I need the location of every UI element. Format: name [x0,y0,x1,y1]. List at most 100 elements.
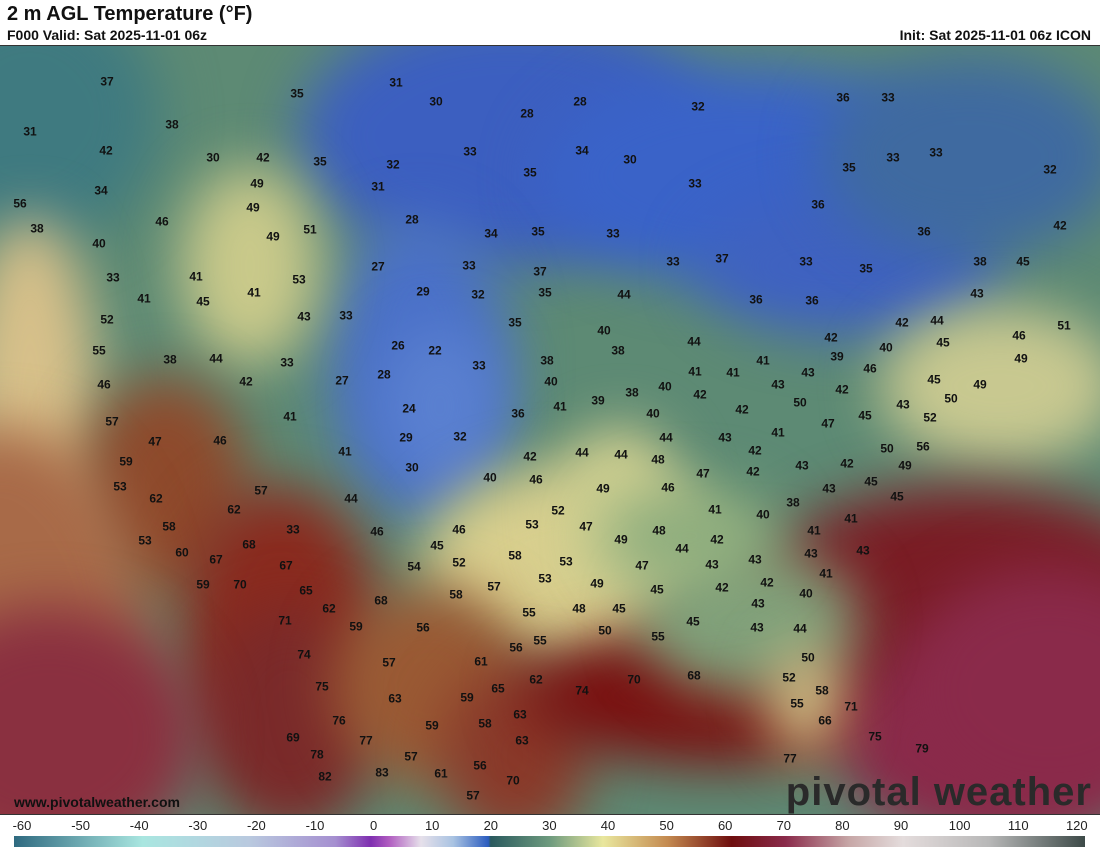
temperature-value: 32 [453,429,467,444]
temperature-value: 41 [726,365,740,380]
temperature-value: 48 [652,523,666,538]
temperature-value: 35 [523,165,537,180]
temperature-value: 41 [283,409,297,424]
temperature-value: 42 [895,315,909,330]
temperature-value: 31 [23,124,37,139]
temperature-value: 38 [540,353,554,368]
temperature-value: 75 [868,729,882,744]
colorbar-tick-label: 0 [369,818,378,833]
temperature-value: 37 [100,74,114,89]
temperature-value: 42 [760,575,774,590]
temperature-value: 40 [483,470,497,485]
temperature-map[interactable]: 37 35 31 30 28 32 36 33 31 38 28 42 30 42 35 33 34 30 33 33… [0,45,1100,815]
colorbar-tick-label: 70 [776,818,792,833]
temperature-value: 51 [1057,318,1071,333]
temperature-value: 55 [651,629,665,644]
colorbar-tick-label: -60 [12,818,32,833]
temperature-value: 45 [927,372,941,387]
temperature-value: 43 [771,377,785,392]
temperature-value: 63 [388,691,402,706]
temperature-value: 33 [462,258,476,273]
temperature-value: 59 [119,454,133,469]
temperature-value: 28 [520,106,534,121]
temperature-value: 55 [92,343,106,358]
temperature-value: 38 [625,385,639,400]
temperature-value: 59 [460,690,474,705]
temperature-value: 43 [795,458,809,473]
temperature-value: 55 [533,633,547,648]
temperature-value: 71 [844,699,858,714]
temperature-value: 48 [651,452,665,467]
temperature-value: 24 [402,401,416,416]
temperature-value: 33 [688,176,702,191]
temperature-value: 27 [371,259,385,274]
temperature-value: 49 [596,481,610,496]
temperature-value: 45 [1016,254,1030,269]
colorbar-tick-label: 80 [835,818,850,833]
temperature-value: 33 [886,150,900,165]
temperature-value: 27 [335,373,349,388]
temperature-value: 42 [99,143,113,158]
temperature-value: 55 [790,696,804,711]
temperature-value: 44 [930,313,944,328]
temperature-value: 35 [538,285,552,300]
temperature-value: 68 [687,668,701,683]
temperature-value: 45 [196,294,210,309]
temperature-value: 44 [575,445,589,460]
temperature-value: 55 [522,605,536,620]
temperature-region [880,306,1100,466]
temperature-value: 52 [551,503,565,518]
temperature-value: 58 [449,587,463,602]
temperature-value: 57 [254,483,268,498]
temperature-value: 43 [705,557,719,572]
temperature-value: 65 [299,583,313,598]
colorbar-tick-label: 20 [483,818,499,833]
temperature-value: 40 [646,406,660,421]
temperature-value: 67 [209,552,223,567]
temperature-value: 56 [916,439,930,454]
temperature-value: 57 [466,788,480,803]
temperature-value: 40 [879,340,893,355]
temperature-value: 67 [279,558,293,573]
temperature-value: 65 [491,681,505,696]
temperature-value: 38 [786,495,800,510]
temperature-value: 45 [650,582,664,597]
temperature-value: 34 [575,143,589,158]
temperature-value: 47 [148,434,162,449]
colorbar-tick-label: 30 [542,818,557,833]
temperature-value: 51 [303,222,317,237]
temperature-value: 42 [256,150,270,165]
temperature-value: 47 [635,558,649,573]
temperature-value: 46 [863,361,877,376]
temperature-value: 43 [822,481,836,496]
temperature-value: 45 [612,601,626,616]
temperature-value: 50 [793,395,807,410]
temperature-value: 74 [297,647,311,662]
temperature-value: 49 [590,576,604,591]
temperature-value: 33 [606,226,620,241]
temperature-value: 28 [405,212,419,227]
temperature-value: 42 [1053,218,1067,233]
temperature-value: 44 [614,447,628,462]
temperature-value: 49 [1014,351,1028,366]
temperature-value: 59 [196,577,210,592]
colorbar-tick-label: 50 [659,818,674,833]
temperature-value: 22 [428,343,442,358]
temperature-value: 46 [529,472,543,487]
temperature-value: 70 [506,773,520,788]
temperature-value: 49 [898,458,912,473]
temperature-value: 61 [434,766,448,781]
temperature-value: 52 [100,312,114,327]
temperature-value: 42 [735,402,749,417]
temperature-value: 41 [771,425,785,440]
temperature-value: 41 [756,353,770,368]
temperature-value: 34 [484,226,498,241]
temperature-value: 43 [750,620,764,635]
temperature-value: 76 [332,713,346,728]
temperature-value: 43 [804,546,818,561]
temperature-value: 38 [611,343,625,358]
temperature-value: 62 [322,601,336,616]
temperature-value: 48 [572,601,586,616]
temperature-value: 35 [508,315,522,330]
temperature-value: 74 [575,683,589,698]
